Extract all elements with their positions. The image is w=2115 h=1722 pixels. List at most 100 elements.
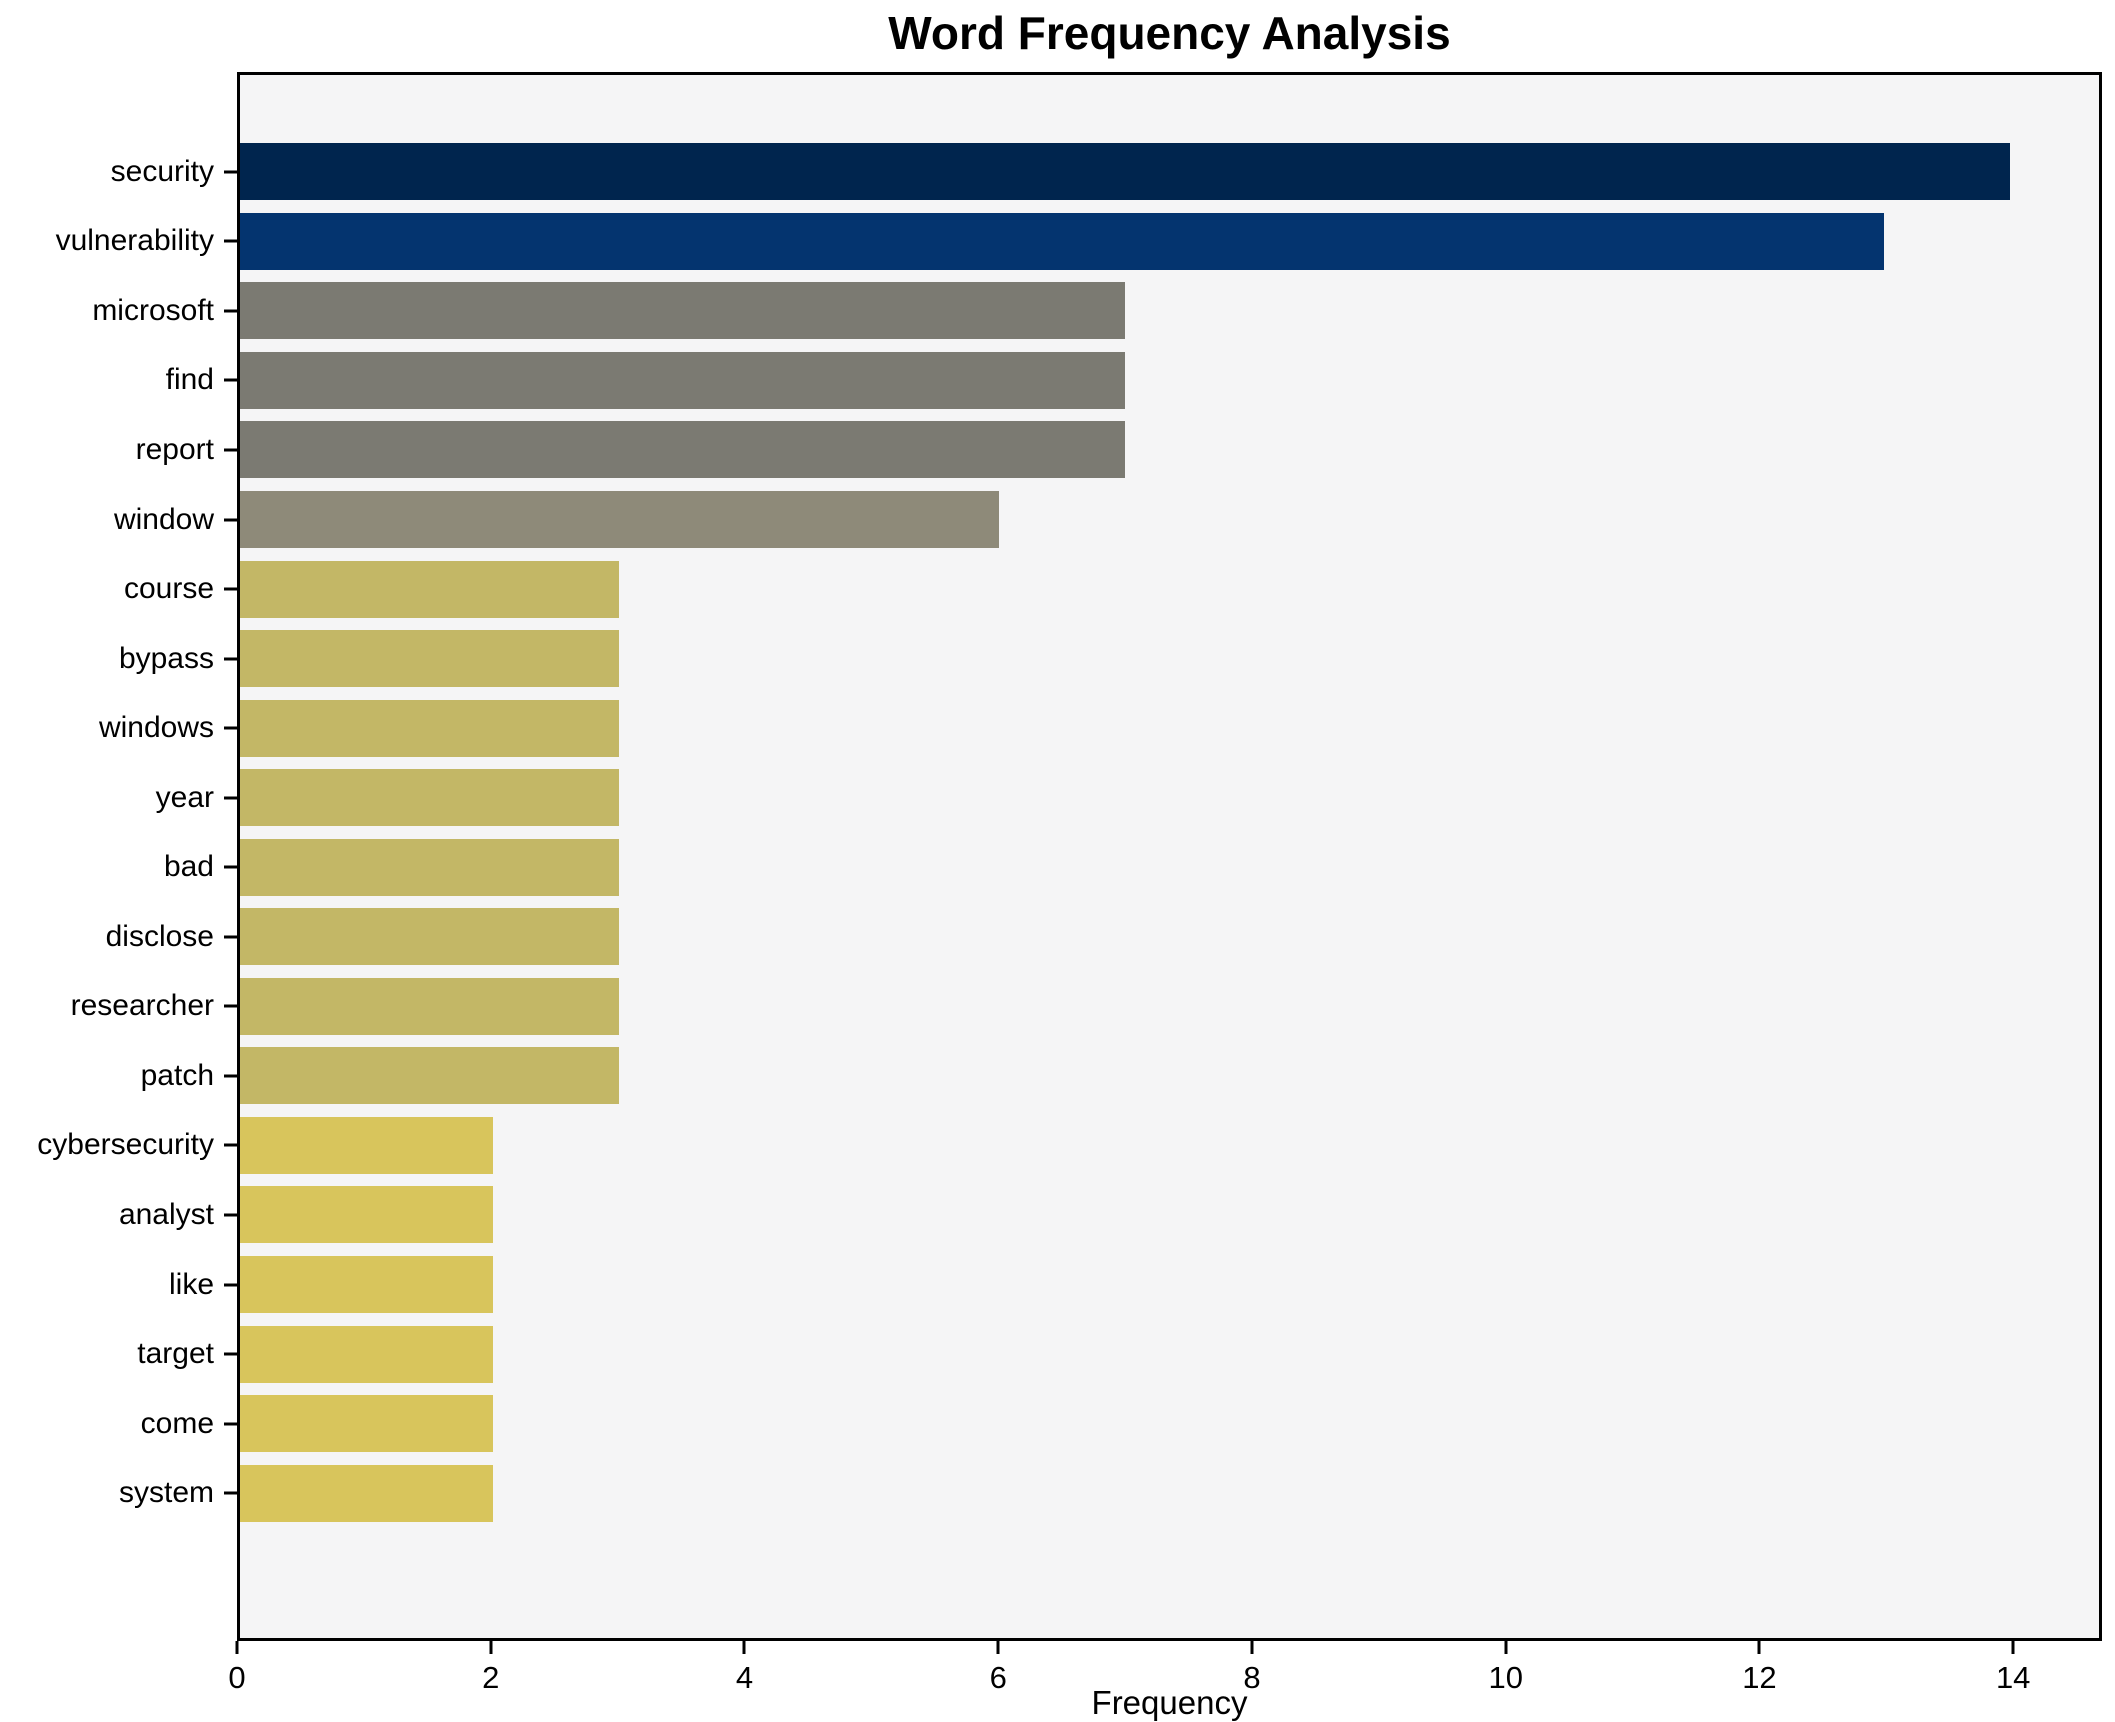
bar bbox=[240, 421, 1126, 479]
bar-row: bypass bbox=[119, 624, 2099, 694]
bar bbox=[240, 212, 1884, 270]
x-tick-mark bbox=[2011, 1641, 2015, 1654]
x-tick-mark bbox=[489, 1641, 493, 1654]
y-tick-mark bbox=[224, 935, 237, 939]
y-tick-mark bbox=[224, 796, 237, 800]
bar-row: target bbox=[137, 1319, 2099, 1389]
y-tick-label: disclose bbox=[105, 919, 214, 953]
y-tick-label: window bbox=[113, 502, 214, 536]
bar-row: come bbox=[141, 1389, 2099, 1459]
y-tick-mark bbox=[224, 1004, 237, 1008]
bar bbox=[240, 282, 1126, 340]
y-tick-label: analyst bbox=[118, 1197, 214, 1231]
x-tick-mark bbox=[1250, 1641, 1254, 1654]
x-tick-label: 6 bbox=[989, 1660, 1007, 1695]
bar-row: microsoft bbox=[92, 276, 2099, 346]
y-tick-label: microsoft bbox=[92, 293, 214, 327]
bar bbox=[240, 1047, 620, 1105]
bar-row: vulnerability bbox=[56, 207, 2099, 277]
x-tick-mark bbox=[742, 1641, 746, 1654]
y-tick-label: like bbox=[168, 1267, 214, 1301]
bar-rows: security vulnerability microsoft find report… bbox=[37, 75, 2099, 1638]
x-tick-mark bbox=[1757, 1641, 1761, 1654]
bar-row: researcher bbox=[71, 972, 2099, 1042]
bar bbox=[240, 769, 620, 827]
y-tick-label: bypass bbox=[118, 641, 214, 675]
bar bbox=[240, 1325, 493, 1383]
bar bbox=[240, 977, 620, 1035]
bar-row: window bbox=[114, 485, 2099, 555]
x-tick-label: 4 bbox=[735, 1660, 754, 1695]
x-tick-mark bbox=[235, 1641, 239, 1654]
bar bbox=[240, 143, 2011, 201]
y-tick-label: system bbox=[118, 1476, 214, 1510]
x-tick-label: 10 bbox=[1488, 1660, 1523, 1695]
x-axis-label: Frequency bbox=[1091, 1684, 1248, 1721]
y-tick-mark bbox=[224, 309, 237, 313]
y-tick-mark bbox=[224, 865, 237, 869]
y-tick-label: target bbox=[137, 1337, 214, 1371]
bar bbox=[240, 838, 620, 896]
y-tick-label: year bbox=[155, 780, 214, 814]
x-tick-label: 0 bbox=[228, 1660, 246, 1695]
y-tick-mark bbox=[224, 239, 237, 243]
bar-row: course bbox=[124, 554, 2099, 624]
y-tick-mark bbox=[224, 1352, 237, 1356]
y-tick-mark bbox=[224, 1143, 237, 1147]
y-tick-mark bbox=[224, 587, 237, 591]
bar bbox=[240, 1395, 493, 1453]
bar bbox=[240, 1186, 493, 1244]
bar-row: cybersecurity bbox=[37, 1111, 2099, 1181]
bar-row: like bbox=[169, 1250, 2099, 1320]
y-tick-mark bbox=[224, 170, 237, 174]
bar-row: analyst bbox=[119, 1180, 2099, 1250]
y-tick-label: bad bbox=[163, 850, 214, 884]
bar-row: year bbox=[156, 763, 2099, 833]
bar bbox=[240, 351, 1126, 409]
bar-row: bad bbox=[164, 832, 2099, 902]
bar bbox=[240, 630, 620, 688]
bar bbox=[240, 699, 620, 757]
bar-row: patch bbox=[141, 1041, 2099, 1111]
bar bbox=[240, 491, 999, 548]
y-tick-label: cybersecurity bbox=[37, 1128, 214, 1162]
y-tick-label: researcher bbox=[70, 989, 214, 1023]
y-tick-label: report bbox=[135, 432, 214, 466]
y-tick-label: come bbox=[140, 1406, 214, 1440]
bar bbox=[240, 908, 620, 966]
bar bbox=[240, 1116, 493, 1174]
y-tick-mark bbox=[224, 1074, 237, 1078]
x-axis-ticks: 0 2 4 6 8 10 12 14 bbox=[228, 1641, 2102, 1701]
y-tick-label: find bbox=[165, 363, 214, 397]
bar-row: system bbox=[119, 1458, 2099, 1528]
y-tick-mark bbox=[224, 1422, 237, 1426]
y-tick-mark bbox=[224, 448, 237, 452]
y-tick-label: vulnerability bbox=[55, 224, 214, 258]
y-tick-label: security bbox=[110, 154, 214, 188]
y-tick-mark bbox=[224, 726, 237, 730]
y-tick-mark bbox=[224, 657, 237, 661]
y-tick-mark bbox=[224, 1213, 237, 1217]
x-tick-label: 14 bbox=[1995, 1660, 2031, 1695]
y-tick-mark bbox=[224, 518, 237, 521]
bar-row: disclose bbox=[106, 902, 2099, 972]
y-tick-label: patch bbox=[140, 1058, 214, 1092]
x-tick-label: 8 bbox=[1243, 1660, 1261, 1695]
y-tick-label: windows bbox=[98, 711, 214, 745]
bar bbox=[240, 1256, 493, 1314]
y-tick-label: course bbox=[123, 572, 214, 606]
y-tick-mark bbox=[224, 1283, 237, 1287]
bar-row: find bbox=[166, 346, 2099, 416]
x-tick-mark bbox=[996, 1641, 1000, 1654]
bar bbox=[240, 1464, 493, 1522]
x-tick-mark bbox=[1504, 1641, 1508, 1654]
x-tick-label: 2 bbox=[482, 1660, 500, 1695]
y-tick-mark bbox=[224, 378, 237, 382]
bar-row: report bbox=[136, 415, 2099, 485]
x-tick-label: 12 bbox=[1742, 1660, 1777, 1695]
bar-row: security bbox=[111, 137, 2099, 207]
bar bbox=[240, 560, 620, 618]
bar-row: windows bbox=[99, 693, 2099, 763]
plot-area: security vulnerability microsoft find report… bbox=[37, 72, 2102, 1641]
